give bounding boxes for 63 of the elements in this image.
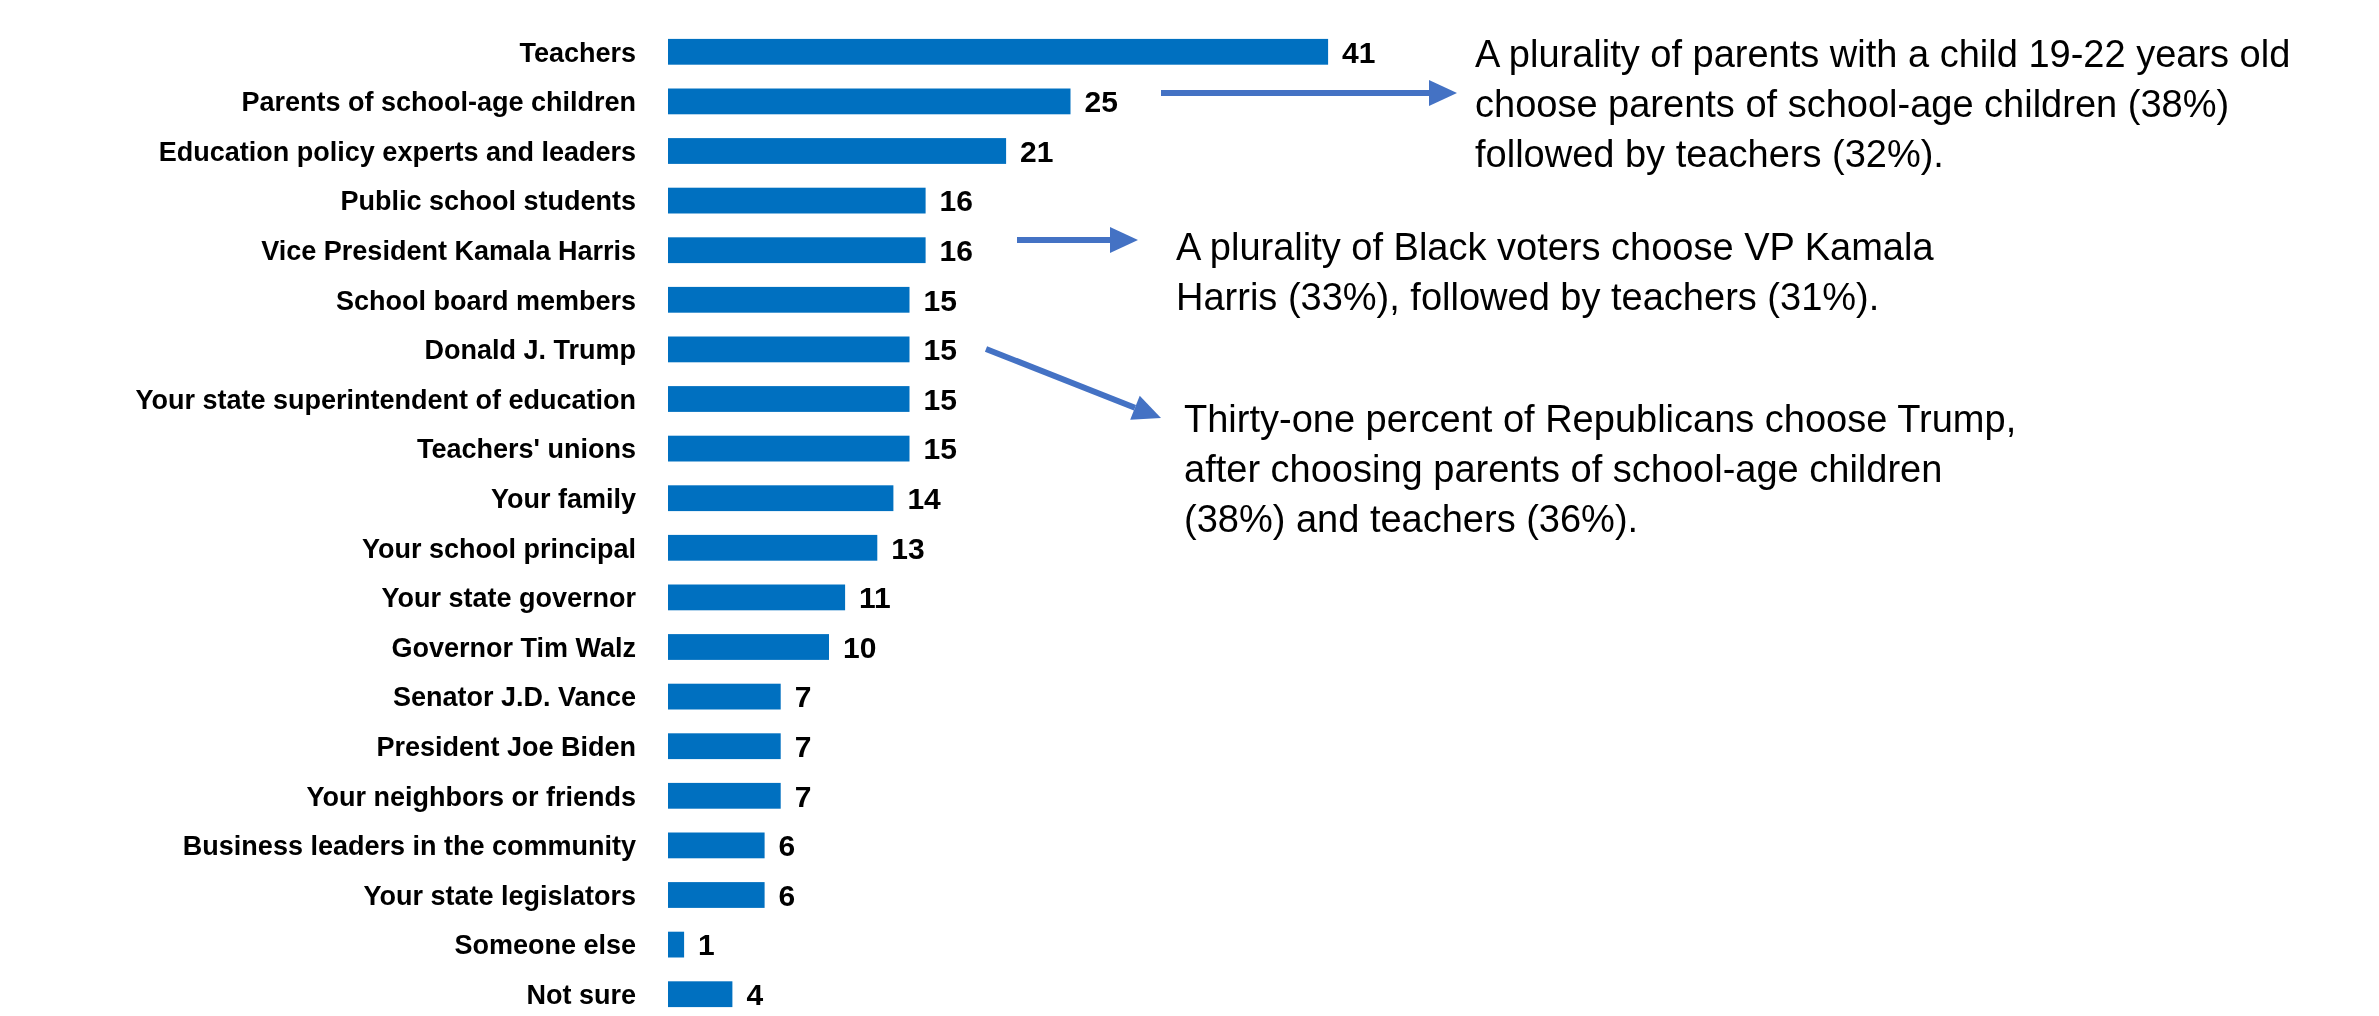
data-label: 15	[923, 432, 957, 466]
data-label: 7	[794, 779, 812, 813]
data-label: 15	[923, 382, 957, 416]
bar	[668, 88, 1071, 115]
y-tick-label: President Joe Biden	[376, 731, 636, 762]
bar	[668, 38, 1329, 65]
data-label: 1	[698, 928, 715, 962]
bar	[668, 782, 781, 809]
bar	[668, 237, 926, 264]
data-label: 16	[939, 234, 973, 267]
data-label: 6	[778, 878, 796, 912]
y-tick-label: Your school principal	[361, 533, 636, 564]
y-tick-label: Public school students	[340, 186, 636, 217]
bar	[668, 435, 910, 462]
y-tick-label: Your state governor	[381, 583, 637, 614]
bar	[668, 584, 846, 611]
bar	[668, 485, 894, 512]
y-tick-label: Teachers' unions	[417, 434, 636, 465]
y-tick-label: Education policy experts and leaders	[158, 136, 636, 167]
y-tick-label: Your state legislators	[363, 880, 636, 911]
y-tick-label: Your state superintendent of education	[135, 384, 636, 415]
y-tick-label: Donald J. Trump	[424, 335, 636, 366]
y-tick-label: Business leaders in the community	[182, 831, 636, 862]
y-tick-label: Parents of school-age children	[241, 87, 636, 118]
data-label: 4	[746, 978, 764, 1011]
data-label: 10	[843, 630, 877, 664]
data-label: 7	[794, 680, 812, 714]
y-tick-label: School board members	[335, 285, 636, 316]
data-label: 41	[1342, 35, 1376, 69]
y-tick-label: Teachers	[519, 37, 636, 68]
bar	[668, 634, 829, 660]
y-tick-label: Your family	[490, 483, 636, 514]
bar	[668, 931, 685, 958]
data-label: 21	[1020, 134, 1054, 168]
data-label: 6	[778, 829, 796, 863]
text: A plurality of parents with a child 19-22 years old choose parents of school-age children (38%) followed by teachers (32%).	[1475, 32, 2291, 175]
y-tick-label: Your neighbors or friends	[306, 781, 636, 812]
data-label: 14	[907, 482, 942, 515]
y-tick-label: Someone else	[454, 930, 636, 961]
data-label: 15	[923, 333, 957, 367]
data-label: 13	[891, 531, 925, 565]
bar	[668, 733, 781, 760]
bar	[668, 832, 765, 859]
data-label: 16	[939, 184, 973, 218]
y-tick-label: Vice President Kamala Harris	[261, 235, 636, 266]
bar	[668, 386, 910, 412]
annotation: A plurality of Black voters choose VP Kamala Harris (33%), followed by teachers (31%).	[1176, 225, 1935, 318]
bar	[668, 138, 1007, 164]
y-tick-label: Not sure	[526, 979, 636, 1010]
bar	[668, 336, 910, 363]
bar	[668, 981, 733, 1008]
annotation: Thirty-one percent of Republicans choose Trump, after choosing parents of school-age children (38%) and teachers (36%).	[1184, 397, 2017, 540]
data-label: 11	[859, 581, 891, 615]
data-label: 15	[923, 283, 957, 317]
bar	[668, 534, 878, 561]
bar	[668, 882, 765, 908]
y-tick-label: Senator J.D. Vance	[392, 682, 636, 713]
bar	[668, 187, 926, 214]
data-label: 25	[1084, 85, 1118, 119]
y-tick-label: Governor Tim Walz	[391, 632, 636, 663]
bar	[668, 683, 781, 710]
bar	[668, 286, 910, 313]
data-label: 7	[794, 730, 812, 763]
